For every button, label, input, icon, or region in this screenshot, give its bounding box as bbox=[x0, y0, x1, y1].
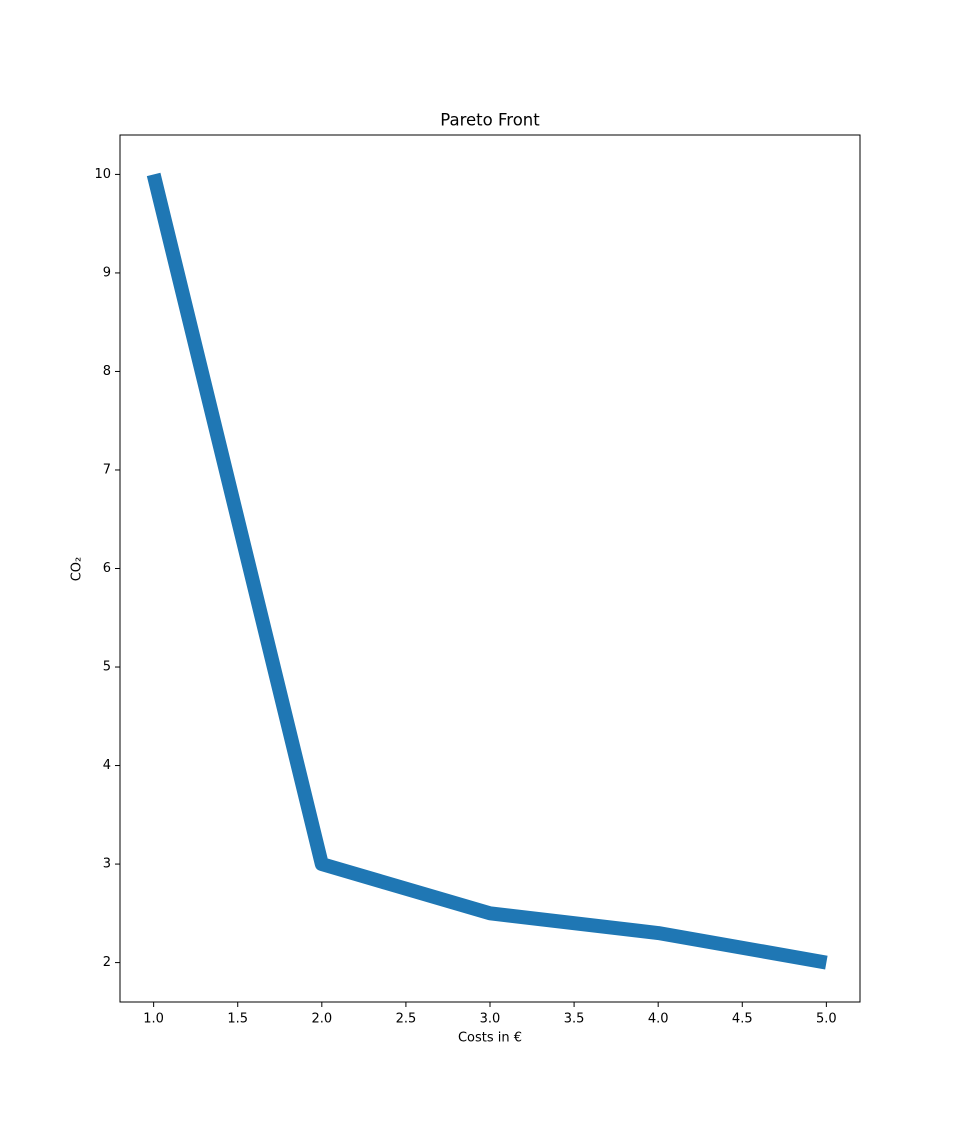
y-tick-label: 9 bbox=[103, 265, 111, 280]
x-tick-label: 3.5 bbox=[564, 1012, 585, 1027]
x-tick-label: 1.5 bbox=[227, 1012, 248, 1027]
x-tick-label: 1.0 bbox=[143, 1012, 164, 1027]
y-tick-label: 3 bbox=[103, 857, 111, 872]
x-tick-label: 3.0 bbox=[480, 1012, 501, 1027]
data-line bbox=[146, 172, 828, 970]
chart-title: Pareto Front bbox=[440, 111, 540, 130]
y-tick-label: 2 bbox=[103, 955, 111, 970]
x-axis-label: Costs in € bbox=[458, 1031, 522, 1046]
y-tick-label: 7 bbox=[103, 462, 111, 477]
x-tick-label: 4.5 bbox=[732, 1012, 753, 1027]
y-tick-label: 5 bbox=[103, 660, 111, 675]
x-tick-label: 2.5 bbox=[396, 1012, 417, 1027]
x-tick-label: 4.0 bbox=[648, 1012, 669, 1027]
y-axis-label: CO₂ bbox=[70, 557, 85, 582]
y-tick-label: 6 bbox=[103, 561, 111, 576]
y-tick-label: 8 bbox=[103, 364, 111, 379]
x-tick-label: 2.0 bbox=[311, 1012, 332, 1027]
plot-frame bbox=[119, 134, 861, 1003]
y-tick-label: 10 bbox=[94, 167, 111, 182]
y-tick-label: 4 bbox=[103, 758, 111, 773]
x-tick-label: 5.0 bbox=[816, 1012, 837, 1027]
